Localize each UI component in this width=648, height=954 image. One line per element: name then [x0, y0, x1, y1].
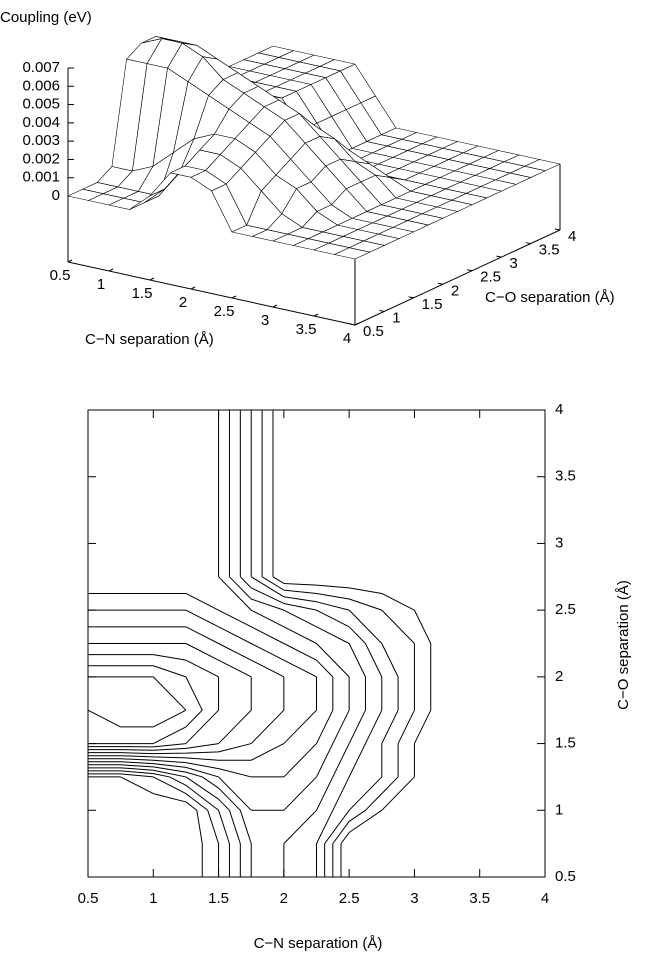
tick	[313, 313, 319, 317]
x-tick-label: 4	[343, 330, 351, 347]
y-tick-label: 2	[555, 668, 563, 685]
z-tick-label: 0.001	[22, 169, 60, 186]
tick	[467, 269, 473, 272]
z-tick-label: 0.006	[22, 77, 60, 94]
x-tick-label: 1	[149, 890, 157, 907]
tick	[231, 295, 237, 299]
z-tick-label: 0.005	[22, 96, 60, 113]
tick	[437, 282, 443, 285]
y-tick-label: 3.5	[539, 242, 560, 259]
y-axis-label: C−O separation (Å)	[485, 289, 615, 306]
contour-line	[88, 410, 415, 877]
x-tick-label: 1.5	[208, 890, 229, 907]
x-axis-label: C−N separation (Å)	[254, 935, 383, 952]
tick	[349, 323, 356, 326]
contour-line	[88, 410, 399, 877]
x-tick-label: 3	[261, 312, 269, 329]
contour-line	[88, 410, 350, 811]
y-tick-label: 1.5	[422, 296, 443, 313]
z-tick-label: 0.002	[22, 150, 60, 167]
contour-line	[88, 665, 203, 745]
x-tick-label: 2.5	[214, 303, 235, 320]
z-tick-label: 0.004	[22, 114, 60, 131]
z-tick-label: 0.003	[22, 132, 60, 149]
y-tick-label: 1.5	[555, 735, 576, 752]
z-tick-label: 0	[52, 187, 60, 204]
contour-line	[87, 676, 187, 728]
contour-line	[88, 410, 366, 877]
tick	[554, 228, 561, 231]
x-tick-label: 3.5	[296, 321, 317, 338]
z-axis-label: Coupling (eV)	[0, 9, 92, 26]
x-tick-label: 1.5	[132, 285, 153, 302]
y-tick-label: 1	[555, 801, 563, 818]
tick	[379, 309, 385, 312]
tick	[354, 322, 360, 326]
y-tick-label: 0.5	[363, 323, 384, 340]
surface-cell	[334, 247, 370, 260]
y-tick-label: 2.5	[555, 601, 576, 618]
axis-line	[354, 229, 561, 326]
x-tick-label: 2.5	[339, 890, 360, 907]
y-tick-label: 4	[568, 228, 576, 245]
x-tick-label: 4	[541, 890, 549, 907]
y-tick-label: 3	[509, 255, 517, 272]
x-tick-label: 0.5	[50, 267, 71, 284]
x-tick-label: 3.5	[469, 890, 490, 907]
contour-line	[88, 643, 252, 751]
y-tick-label: 4	[555, 401, 563, 418]
y-tick-label: 0.5	[555, 868, 576, 885]
z-tick-label: 0.007	[22, 59, 60, 76]
y-tick-label: 3	[555, 534, 563, 551]
tick	[108, 268, 114, 272]
contour-line	[88, 410, 383, 877]
x-axis-label: C−N separation (Å)	[85, 331, 214, 348]
tick	[149, 277, 155, 281]
x-tick-label: 0.5	[78, 890, 99, 907]
x-tick-label: 3	[410, 890, 418, 907]
contour-line	[88, 626, 285, 755]
tick	[408, 296, 414, 299]
contour-line	[88, 609, 317, 761]
tick	[525, 242, 531, 245]
y-axis-label: C−O separation (Å)	[615, 580, 632, 710]
tick	[67, 259, 73, 263]
tick	[190, 286, 196, 290]
contour-line	[88, 592, 334, 778]
contour-line	[88, 410, 432, 877]
y-tick-label: 1	[392, 309, 400, 326]
contour-line	[88, 654, 220, 748]
tick	[272, 304, 278, 308]
x-tick-label: 2	[280, 890, 288, 907]
y-tick-label: 2	[451, 282, 459, 299]
axis-line	[67, 261, 356, 326]
tick	[496, 255, 502, 258]
y-tick-label: 2.5	[480, 269, 501, 286]
y-tick-label: 3.5	[555, 468, 576, 485]
x-tick-label: 2	[179, 294, 187, 311]
x-tick-label: 1	[97, 276, 105, 293]
